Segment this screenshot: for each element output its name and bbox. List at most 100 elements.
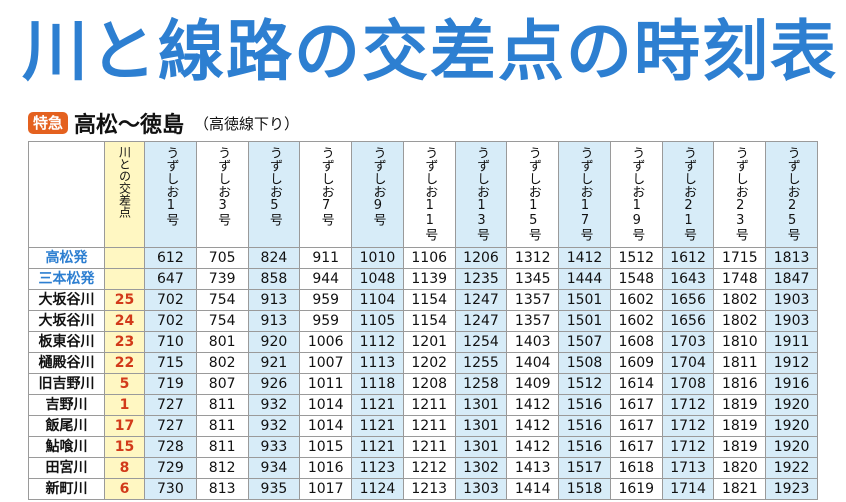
time-cell: 1656 <box>661 289 715 311</box>
time-cell: 1302 <box>454 457 508 479</box>
time-cell: 1014 <box>299 415 353 437</box>
time-cell: 1703 <box>661 331 715 353</box>
time-cell: 612 <box>144 247 197 269</box>
time-cell: 754 <box>195 289 249 311</box>
time-cell: 1609 <box>609 352 663 374</box>
time-cell: 705 <box>195 247 249 269</box>
time-cell: 1518 <box>558 478 611 500</box>
time-cell: 920 <box>247 331 301 353</box>
crossing-point-number: 24 <box>104 310 145 332</box>
time-cell: 1303 <box>454 478 508 500</box>
timetable: 川との交差点 うずしお1号 うずしお3号 うずしお5号 うずしお7号 うずしお9号 うずし… <box>28 141 818 500</box>
time-cell: 1922 <box>765 457 818 479</box>
crossing-point-number: 5 <box>104 373 145 395</box>
time-cell: 824 <box>247 247 301 269</box>
time-cell: 1121 <box>351 415 404 437</box>
time-cell: 1847 <box>765 268 818 290</box>
time-cell: 921 <box>247 352 301 374</box>
time-cell: 1010 <box>351 247 404 269</box>
header-train: うずしお25号 <box>765 141 818 248</box>
time-cell: 1713 <box>661 457 715 479</box>
time-cell: 1208 <box>402 373 456 395</box>
time-cell: 1920 <box>765 394 818 416</box>
time-cell: 1512 <box>558 373 611 395</box>
time-cell: 754 <box>195 310 249 332</box>
time-cell: 1235 <box>454 268 508 290</box>
table-row: 高松発 612 705 824 911 1010 1106 1206 1312 1412 1512 1… <box>28 247 818 269</box>
route-subtitle: 特急 高松〜徳島 （高徳線下り） <box>28 108 628 138</box>
time-cell: 728 <box>144 436 197 458</box>
time-cell: 959 <box>299 310 353 332</box>
time-cell: 1357 <box>506 289 560 311</box>
time-cell: 1608 <box>609 331 663 353</box>
time-cell: 719 <box>144 373 197 395</box>
table-row: 板東谷川 23 710 801 920 1006 1112 1201 1254 1403 1507 1… <box>28 331 818 353</box>
time-cell: 1403 <box>506 331 560 353</box>
time-cell: 811 <box>195 415 249 437</box>
time-cell: 1139 <box>402 268 456 290</box>
header-train: うずしお7号 <box>299 141 353 248</box>
time-cell: 1903 <box>765 310 818 332</box>
time-cell: 1819 <box>713 436 767 458</box>
station-name: 吉野川 <box>28 394 105 416</box>
time-cell: 1643 <box>661 268 715 290</box>
station-name: 樋殿谷川 <box>28 352 105 374</box>
time-cell: 1920 <box>765 436 818 458</box>
header-train: うずしお5号 <box>247 141 301 248</box>
time-cell: 1548 <box>609 268 663 290</box>
crossing-point-number <box>104 247 145 269</box>
time-cell: 1517 <box>558 457 611 479</box>
time-cell: 1016 <box>299 457 353 479</box>
time-cell: 1015 <box>299 436 353 458</box>
crossing-point-number: 8 <box>104 457 145 479</box>
time-cell: 1516 <box>558 394 611 416</box>
time-cell: 935 <box>247 478 301 500</box>
time-cell: 802 <box>195 352 249 374</box>
time-cell: 1507 <box>558 331 611 353</box>
time-cell: 1247 <box>454 310 508 332</box>
time-cell: 1106 <box>402 247 456 269</box>
time-cell: 1819 <box>713 415 767 437</box>
time-cell: 1121 <box>351 394 404 416</box>
station-name: 大坂谷川 <box>28 310 105 332</box>
time-cell: 1617 <box>609 436 663 458</box>
time-cell: 739 <box>195 268 249 290</box>
time-cell: 1412 <box>558 247 611 269</box>
time-cell: 1105 <box>351 310 404 332</box>
time-cell: 959 <box>299 289 353 311</box>
crossing-point-number: 17 <box>104 415 145 437</box>
time-cell: 1821 <box>713 478 767 500</box>
table-row: 田宮川 8 729 812 934 1016 1123 1212 1302 1413 1517 161… <box>28 457 818 479</box>
time-cell: 702 <box>144 289 197 311</box>
time-cell: 1920 <box>765 415 818 437</box>
crossing-point-number: 22 <box>104 352 145 374</box>
time-cell: 1810 <box>713 331 767 353</box>
time-cell: 1614 <box>609 373 663 395</box>
time-cell: 1802 <box>713 310 767 332</box>
time-cell: 932 <box>247 394 301 416</box>
time-cell: 911 <box>299 247 353 269</box>
time-cell: 913 <box>247 310 301 332</box>
time-cell: 1104 <box>351 289 404 311</box>
table-row: 大坂谷川 25 702 754 913 959 1104 1154 1247 1357 1501 16… <box>28 289 818 311</box>
time-cell: 1712 <box>661 394 715 416</box>
time-cell: 1255 <box>454 352 508 374</box>
time-cell: 1254 <box>454 331 508 353</box>
time-cell: 1712 <box>661 415 715 437</box>
time-cell: 1916 <box>765 373 818 395</box>
time-cell: 1819 <box>713 394 767 416</box>
time-cell: 1301 <box>454 394 508 416</box>
time-cell: 1414 <box>506 478 560 500</box>
time-cell: 1413 <box>506 457 560 479</box>
time-cell: 1802 <box>713 289 767 311</box>
table-row: 旧吉野川 5 719 807 926 1011 1118 1208 1258 1409 1512 16… <box>28 373 818 395</box>
crossing-point-number <box>104 268 145 290</box>
header-train: うずしお21号 <box>661 141 715 248</box>
time-cell: 1619 <box>609 478 663 500</box>
time-cell: 1712 <box>661 436 715 458</box>
time-cell: 1123 <box>351 457 404 479</box>
time-cell: 1512 <box>609 247 663 269</box>
page-title: 川と線路の交差点の時刻表 <box>22 13 838 90</box>
time-cell: 1656 <box>661 310 715 332</box>
time-cell: 1811 <box>713 352 767 374</box>
